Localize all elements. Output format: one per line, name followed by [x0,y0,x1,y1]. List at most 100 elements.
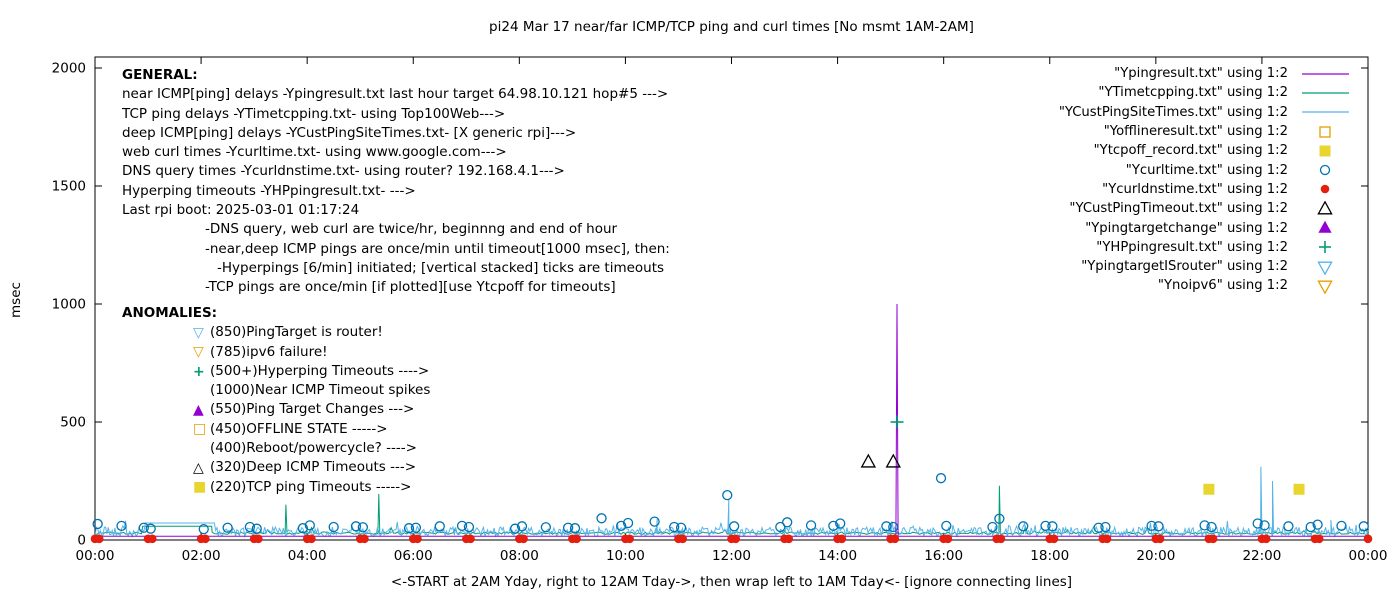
anomaly-text: (220)TCP ping Timeouts -----> [210,478,412,495]
legend-entry: "Ytcpoff_record.txt" using 1:2 [1059,141,1354,160]
legend-entry-label: "Yofflineresult.txt" using 1:2 [1103,124,1288,140]
general-heading: GENERAL: [122,67,198,83]
legend-entry: "YTimetcpping.txt" using 1:2 [1059,83,1354,102]
x-tick-label: 10:00 [606,548,645,564]
legend-entry-label: "Ycurldnstime.txt" using 1:2 [1102,181,1288,197]
anomaly-marker-icon: ▲ [193,402,204,419]
legend-entry: "Ycurldnstime.txt" using 1:2 [1059,180,1354,199]
x-tick-label: 20:00 [1136,548,1175,564]
x-tick-label: 12:00 [712,548,751,564]
general-line: -DNS query, web curl are twice/hr, begin… [205,221,618,238]
general-lines: near ICMP[ping] delays -Ypingresult.txt … [122,85,670,297]
anomaly-text: (320)Deep ICMP Timeouts ---> [210,459,417,476]
anomaly-text: (450)OFFLINE STATE -----> [210,420,388,437]
general-line: deep ICMP[ping] delays -YCustPingSiteTim… [122,124,577,141]
general-notes: GENERAL: near ICMP[ping] delays -Ypingre… [122,66,670,298]
anomaly-marker-icon: ▽ [193,324,204,341]
general-line: -Hyperpings [6/min] initiated; [vertical… [217,259,665,276]
legend-entry: "Ynoipv6" using 1:2 [1059,276,1354,295]
anomaly-row: △ (320)Deep ICMP Timeouts ---> [193,458,430,477]
anomaly-row: ▽ (785)ipv6 failure! [193,343,430,362]
legend-entry-label: "YCustPingSiteTimes.txt" using 1:2 [1058,104,1288,120]
legend-entry-sample [1296,239,1354,255]
legend-entry-label: "Ytcpoff_record.txt" using 1:2 [1093,143,1288,159]
legend-entry-sample [1296,259,1354,276]
anomaly-text: (500+)Hyperping Timeouts ----> [210,362,430,379]
general-line: TCP ping delays -YTimetcpping.txt- using… [122,105,506,122]
legend-entry-label: "Ynoipv6" using 1:2 [1157,278,1288,294]
legend-entry-label: "Ypingtargetchange" using 1:2 [1085,220,1288,236]
x-tick-label: 04:00 [288,548,327,564]
legend-entry-sample [1296,278,1354,295]
general-line: -TCP pings are once/min [if plotted][use… [205,279,616,296]
general-line: near ICMP[ping] delays -Ypingresult.txt … [122,86,669,103]
x-tick-label: 14:00 [818,548,857,564]
anomalies-rows: ▽ (850)PingTarget is router! ▽ (785)ipv6 fa… [122,323,430,497]
anomaly-row: (1000)Near ICMP Timeout spikes [193,381,430,400]
series-line [94,485,1369,535]
series-line [94,466,1369,539]
anomaly-marker-icon: △ [193,460,204,477]
legend-entry: "YCustPingSiteTimes.txt" using 1:2 [1059,103,1354,122]
anomaly-marker-icon: + [193,363,205,380]
legend: "Ypingresult.txt" using 1:2 "YTimetcpping… [1059,64,1354,296]
anomaly-marker-icon: □ [193,421,207,438]
legend-entry-sample [1296,181,1354,197]
anomaly-row: + (500+)Hyperping Timeouts ----> [193,362,430,381]
legend-entry-label: "Ypingresult.txt" using 1:2 [1114,66,1288,82]
anomaly-row: □ (450)OFFLINE STATE -----> [193,420,430,439]
legend-entry-sample [1296,220,1354,236]
legend-entry: "Ypingresult.txt" using 1:2 [1059,64,1354,83]
x-tick-label: 16:00 [924,548,963,564]
x-tick-label: 00:00 [1349,548,1388,564]
general-line: Last rpi boot: 2025-03-01 01:17:24 [122,202,360,219]
legend-entry: "Ycurltime.txt" using 1:2 [1059,160,1354,179]
legend-entry: "YpingtargetISrouter" using 1:2 [1059,257,1354,276]
general-line: DNS query times -Ycurldnstime.txt- using… [122,163,565,180]
y-tick-label: 500 [60,415,86,431]
legend-entry-sample [1296,66,1354,82]
anomaly-row: ▲ (550)Ping Target Changes ---> [193,400,430,419]
legend-entry-sample [1296,143,1354,159]
anomaly-row: (400)Reboot/powercycle? ----> [193,439,430,458]
x-tick-label: 22:00 [1242,548,1281,564]
legend-entry: "Yofflineresult.txt" using 1:2 [1059,122,1354,141]
y-tick-label: 2000 [52,61,86,77]
y-tick-label: 1500 [52,179,86,195]
x-tick-label: 02:00 [182,548,221,564]
anomalies-heading: ANOMALIES: [122,305,218,321]
anomaly-marker-icon: ▽ [193,344,204,361]
anomalies-notes: ANOMALIES: ▽ (850)PingTarget is router! ▽ (… [122,304,430,497]
anomaly-text: (1000)Near ICMP Timeout spikes [210,382,431,399]
general-line: web curl times -Ycurltime.txt- using www… [122,144,507,161]
anomaly-marker-icon: ■ [193,479,207,496]
chart-title: pi24 Mar 17 near/far ICMP/TCP ping and c… [489,19,974,35]
anomaly-row: ▽ (850)PingTarget is router! [193,323,430,342]
anomaly-text: (850)PingTarget is router! [210,324,383,341]
legend-entry-sample [1296,200,1354,217]
anomaly-row: ■ (220)TCP ping Timeouts -----> [193,478,430,497]
legend-entry-label: "YCustPingTimeout.txt" using 1:2 [1069,201,1288,217]
legend-entry-label: "Ycurltime.txt" using 1:2 [1125,162,1288,178]
y-tick-label: 0 [77,533,86,549]
x-axis-label: <-START at 2AM Yday, right to 12AM Tday-… [390,574,1073,590]
legend-entry-label: "YpingtargetISrouter" using 1:2 [1081,259,1288,275]
legend-entry-label: "YHPpingresult.txt" using 1:2 [1096,239,1288,255]
legend-entry: "Ypingtargetchange" using 1:2 [1059,218,1354,237]
legend-entry-sample [1296,85,1354,101]
legend-entry-label: "YTimetcpping.txt" using 1:2 [1098,85,1288,101]
general-line: -near,deep ICMP pings are once/min until… [205,240,670,257]
y-tick-label: 1000 [52,297,86,313]
x-tick-label: 00:00 [76,548,115,564]
anomaly-text: (550)Ping Target Changes ---> [210,401,415,418]
general-line: Hyperping timeouts -YHPpingresult.txt- -… [122,182,416,199]
x-tick-label: 18:00 [1030,548,1069,564]
legend-entry-sample [1296,162,1354,178]
legend-entry: "YHPpingresult.txt" using 1:2 [1059,238,1354,257]
legend-entry: "YCustPingTimeout.txt" using 1:2 [1059,199,1354,218]
x-tick-label: 08:00 [500,548,539,564]
anomaly-text: (785)ipv6 failure! [210,343,328,360]
legend-entry-sample [1296,124,1354,140]
